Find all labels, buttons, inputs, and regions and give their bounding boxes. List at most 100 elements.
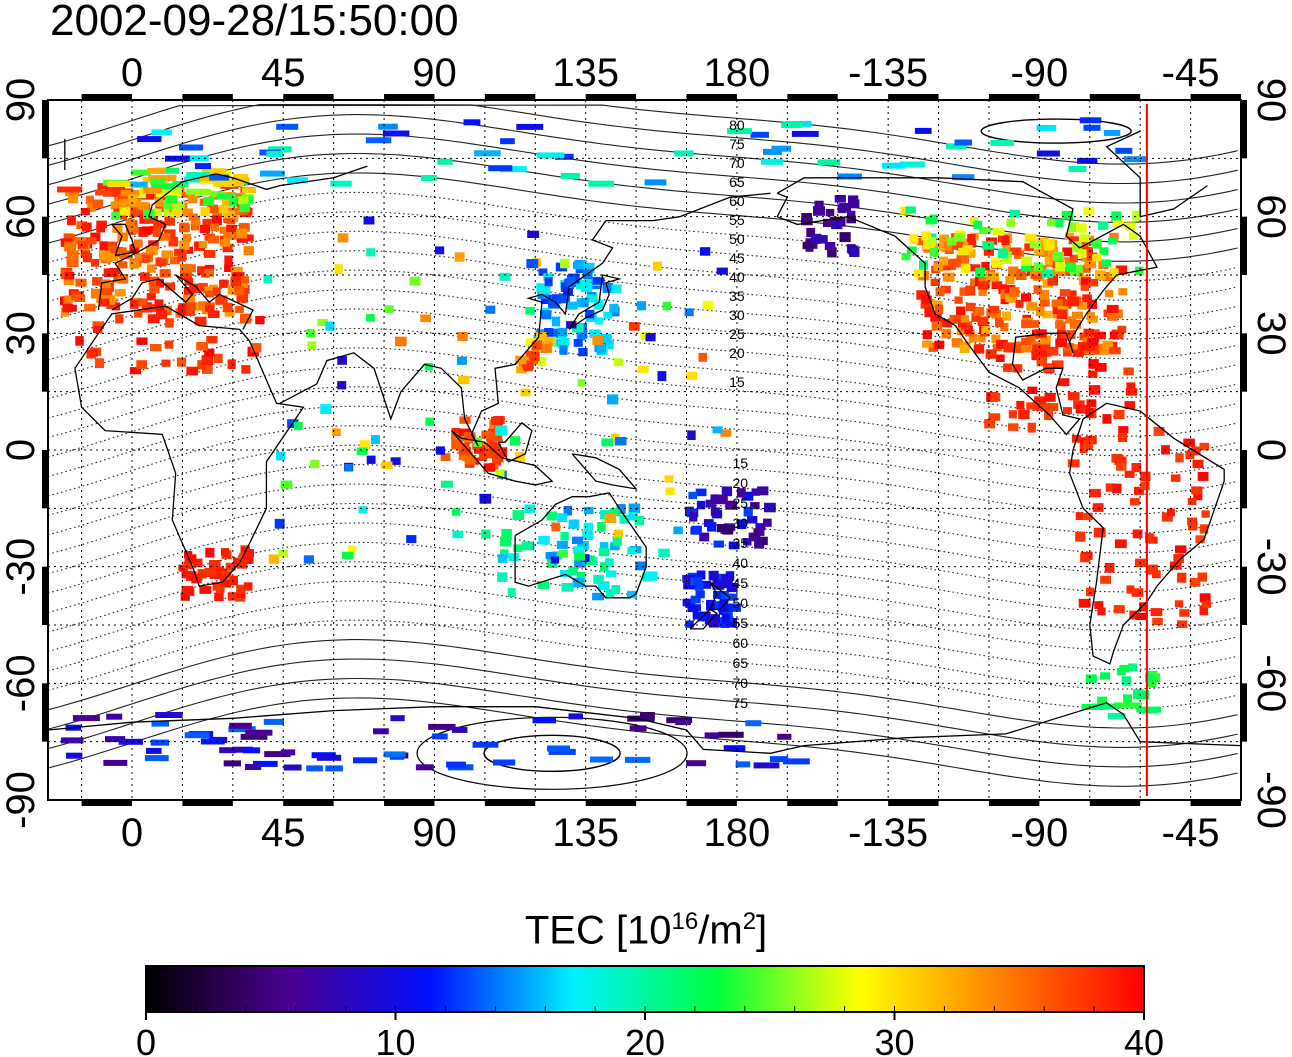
tec-cell-arctic xyxy=(382,130,410,137)
tec-cell-europe xyxy=(114,289,126,297)
tec-cell-asia-scatter xyxy=(527,230,540,238)
tec-cell-europe xyxy=(156,278,164,288)
tec-cell-north-america xyxy=(1080,264,1091,273)
tec-cell-taiwan xyxy=(530,351,540,362)
tec-cell-europe xyxy=(210,223,219,232)
tec-cell-asia-scatter xyxy=(613,358,624,367)
tec-cell-asia-scatter xyxy=(347,545,357,555)
tec-cell-gulf-caribbean xyxy=(1102,414,1112,424)
tec-cell-south-america xyxy=(1187,498,1197,505)
tec-cell-europe xyxy=(90,288,101,299)
tec-cell-antarctica xyxy=(66,752,83,759)
tec-cell-arctic xyxy=(1123,156,1147,163)
tec-cell-canada xyxy=(997,248,1008,259)
tec-cell-north-america xyxy=(1080,281,1089,291)
tec-cell-canada xyxy=(1006,218,1016,227)
tec-cell-asia-scatter xyxy=(499,272,511,281)
tec-cell-asia-scatter xyxy=(409,276,421,286)
tec-cell-australia xyxy=(568,519,580,529)
frame-tick-left xyxy=(42,333,48,392)
magnetic-lat-label: 55 xyxy=(732,615,748,631)
tec-cell-scandinavia xyxy=(203,196,215,206)
tec-cell-canada xyxy=(1029,241,1042,249)
tec-cell-australia xyxy=(552,551,563,560)
tec-cell-pacific-islands xyxy=(728,541,740,550)
tec-cell-asia-scatter xyxy=(390,457,401,465)
frame-tick-left xyxy=(42,216,48,275)
magnetic-lat-label: 65 xyxy=(729,174,745,190)
tec-cell-n-africa xyxy=(136,360,147,369)
tec-cell-europe xyxy=(145,245,154,254)
tec-cell-south-america xyxy=(1191,486,1203,495)
tec-cell-south-america xyxy=(1166,508,1175,517)
tec-cell-new-zealand xyxy=(726,583,738,593)
tec-cell-north-america xyxy=(965,285,976,296)
tec-cell-gulf-caribbean xyxy=(1118,426,1129,434)
tec-cell-alaska xyxy=(846,215,856,224)
tec-cell-pacific-islands xyxy=(751,488,760,496)
tec-cell-south-america xyxy=(1089,488,1101,498)
coast-nz xyxy=(709,581,732,611)
tec-cell-south-america xyxy=(1201,600,1212,608)
tec-cell-gulf-caribbean xyxy=(1012,364,1023,373)
tec-cell-australia xyxy=(612,536,622,547)
tec-cell-gulf-caribbean xyxy=(1034,396,1046,405)
tec-cell-gulf-caribbean xyxy=(1066,330,1076,339)
tec-cell-patagonia xyxy=(1091,703,1117,710)
tec-cell-north-america xyxy=(935,304,944,315)
tec-cell-north-america xyxy=(995,317,1004,328)
tec-cell-gulf-caribbean xyxy=(1035,350,1047,359)
tec-cell-europe xyxy=(82,253,92,263)
tec-cell-antarctica xyxy=(723,745,746,752)
tec-cell-gulf-caribbean xyxy=(1109,331,1118,340)
tec-cell-asia-scatter xyxy=(344,464,353,472)
tec-cell-se-asia xyxy=(458,442,470,453)
tec-cell-asia-scatter xyxy=(510,436,521,446)
tec-cell-n-africa xyxy=(86,350,96,359)
tec-cell-scandinavia xyxy=(148,175,177,182)
frame-tick-right xyxy=(1241,100,1247,159)
tec-cell-n-africa xyxy=(240,313,252,324)
tec-cell-pacific-islands xyxy=(721,486,733,497)
tec-cell-asia-scatter xyxy=(604,514,616,524)
tec-cell-patagonia xyxy=(1085,674,1097,683)
tec-cell-asia-scatter xyxy=(425,417,434,426)
tec-cell-s-africa xyxy=(242,555,254,564)
tec-cell-asia-scatter xyxy=(337,233,349,243)
tec-cell-europe xyxy=(203,250,216,258)
lat-label-right: 0 xyxy=(1249,439,1292,461)
tec-cell-europe xyxy=(109,267,121,277)
tec-cell-canada xyxy=(1109,268,1119,278)
tec-cell-north-america xyxy=(1067,290,1077,299)
tec-cell-south-america xyxy=(1135,558,1147,568)
tec-cell-pacific-islands xyxy=(710,494,719,504)
tec-cell-north-america xyxy=(939,256,949,266)
magnetic-lat-label: 45 xyxy=(729,250,745,266)
tec-cell-north-america xyxy=(1062,247,1073,257)
tec-cell-asia-scatter xyxy=(673,526,683,535)
tec-cell-australia xyxy=(585,555,595,566)
tec-cell-n-africa xyxy=(201,355,214,365)
tec-cell-north-america xyxy=(934,242,944,251)
tec-cell-north-america xyxy=(1043,247,1053,257)
tec-cell-europe xyxy=(232,198,243,207)
tec-cell-se-asia xyxy=(489,442,498,452)
tec-cell-australia xyxy=(606,570,617,578)
tec-cell-asia-scatter xyxy=(538,535,550,545)
tec-cell-australia xyxy=(611,585,621,595)
tec-cell-east-asia xyxy=(558,327,568,337)
tec-cell-asia-scatter xyxy=(303,555,314,564)
tec-cell-europe xyxy=(204,268,214,277)
tec-cell-north-america xyxy=(1056,309,1068,319)
tec-cell-asia-scatter xyxy=(306,329,316,338)
tec-cell-canada xyxy=(982,241,995,250)
magnetic-lat-label: 25 xyxy=(732,495,748,511)
tec-cell-east-asia xyxy=(561,338,570,346)
tec-cell-europe xyxy=(183,246,194,254)
tec-cell-antarctica xyxy=(264,751,291,758)
tec-cell-south-america xyxy=(1083,513,1093,521)
tec-cell-north-america xyxy=(1024,243,1034,251)
tec-cell-europe xyxy=(146,293,156,301)
tec-cell-north-america xyxy=(1068,236,1081,245)
tec-cell-s-africa xyxy=(229,575,238,586)
